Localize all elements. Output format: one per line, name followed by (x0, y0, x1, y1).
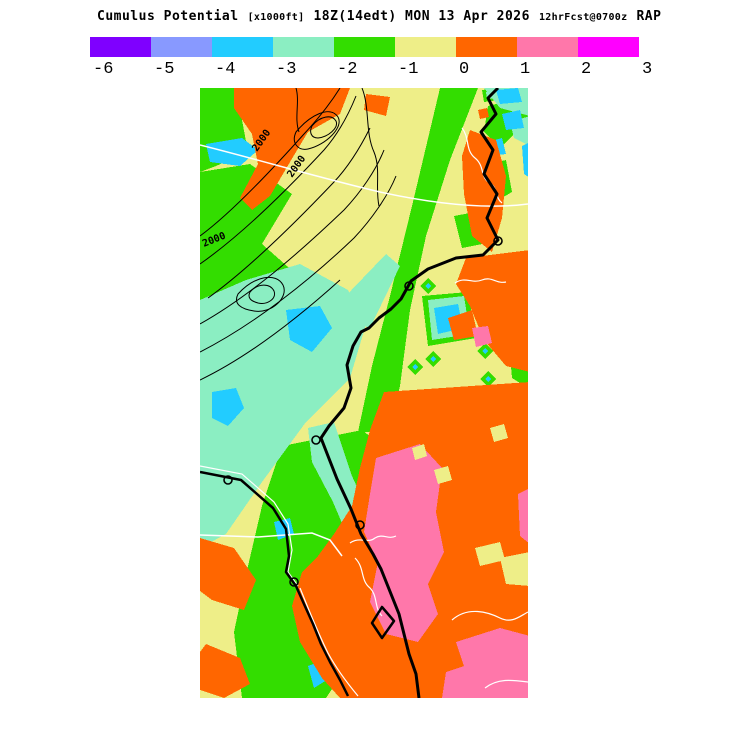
map-region-polygon (310, 116, 337, 139)
map-region-polygon (454, 278, 507, 284)
legend-tick--1: -1 (398, 60, 419, 79)
map-region-polygon (434, 466, 452, 484)
map-region-polygon (490, 424, 508, 442)
map-region-polygon (299, 587, 359, 697)
map-region-polygon (412, 444, 427, 460)
map-region-polygon (236, 276, 285, 312)
map-region-polygon (364, 94, 390, 116)
map-region-polygon (462, 130, 506, 252)
legend-tick-3: 3 (642, 60, 653, 79)
map-region-polygon (500, 552, 528, 586)
map-region-polygon (502, 110, 524, 130)
state-border-lines (200, 127, 528, 697)
legend-tick-1: 1 (520, 60, 531, 79)
legend-swatch-6 (456, 37, 517, 57)
boundary-ring (289, 577, 299, 587)
weather-map: 2000 2000 2000 (200, 88, 528, 698)
coastline (200, 88, 503, 698)
map-region-polygon (206, 138, 258, 166)
map-region-polygon (364, 444, 444, 642)
map-region-polygon (200, 279, 341, 381)
map-region-polygon (425, 283, 431, 289)
map-region-polygon (430, 356, 436, 362)
legend-tick--4: -4 (215, 60, 236, 79)
map-region-polygon (200, 644, 250, 698)
map-region-polygon (496, 88, 522, 104)
map-region-polygon (200, 88, 341, 237)
map-region-polygon (478, 108, 489, 119)
legend-swatch-1 (151, 37, 212, 57)
terrain-contour-lines (200, 88, 397, 381)
legend-swatch-2 (212, 37, 273, 57)
color-legend: -6 -5 -4 -3 -2 -1 0 1 2 3 (90, 37, 653, 80)
legend-tick--2: -2 (337, 60, 358, 79)
map-region-polygon (295, 88, 300, 133)
map-region-polygon (340, 254, 400, 328)
legend-swatch-4 (334, 37, 395, 57)
map-region-polygon (358, 88, 478, 432)
legend-tick--5: -5 (154, 60, 175, 79)
legend-tick--3: -3 (276, 60, 297, 79)
title-valid-time: 18Z(14edt) MON 13 Apr 2026 (313, 9, 530, 24)
chart-title: Cumulus Potential [x1000ft] 18Z(14edt) M… (97, 9, 661, 24)
legend-ticks: -6 -5 -4 -3 -2 -1 0 1 2 3 (90, 60, 653, 80)
map-region-polygon (349, 535, 397, 544)
legend-swatches (90, 37, 639, 57)
boundary-ring (311, 435, 321, 445)
map-region-polygon (472, 326, 492, 347)
map-region-polygon (518, 489, 528, 543)
map-region-polygon (207, 127, 371, 299)
title-forecast-info: 12hrFcst@0700z (538, 12, 628, 23)
map-region-polygon (475, 542, 505, 566)
regions-yellow-patches (412, 424, 528, 586)
boundary-ring (493, 236, 503, 246)
map-region-polygon (354, 557, 383, 617)
boundary-diamond-loop (370, 605, 396, 640)
legend-tick-0: 0 (459, 60, 470, 79)
map-region-polygon (200, 144, 528, 207)
legend-tick--6: -6 (93, 60, 114, 79)
map-region-polygon (293, 111, 340, 150)
map-region-polygon (248, 284, 276, 304)
map-region-polygon (286, 306, 332, 352)
map-region-polygon (451, 610, 528, 621)
map-region-polygon (412, 364, 418, 370)
legend-swatch-3 (273, 37, 334, 57)
legend-tick-2: 2 (581, 60, 592, 79)
legend-swatch-8 (578, 37, 639, 57)
title-model: RAP (636, 9, 662, 24)
legend-swatch-5 (395, 37, 456, 57)
map-region-polygon (482, 348, 488, 354)
coastline-main (319, 88, 500, 698)
map-region-polygon (484, 679, 528, 689)
map-region-polygon (361, 88, 380, 207)
boundary-ring (355, 520, 365, 530)
map-region-polygon (200, 465, 299, 587)
map-region-polygon (200, 149, 385, 325)
map-region-polygon (522, 143, 528, 177)
map-region-polygon (448, 310, 478, 340)
map-region-polygon (212, 388, 244, 426)
map-region-polygon (200, 175, 397, 353)
legend-swatch-7 (517, 37, 578, 57)
map-region-polygon (200, 538, 256, 610)
map-region-polygon (485, 376, 491, 382)
boundary-ring (223, 475, 233, 485)
map-region-polygon (200, 95, 357, 265)
title-units: [x1000ft] (247, 12, 305, 23)
boundary-ring (404, 281, 414, 291)
title-product: Cumulus Potential (97, 9, 239, 24)
legend-swatch-0 (90, 37, 151, 57)
map-region-polygon (200, 532, 343, 557)
